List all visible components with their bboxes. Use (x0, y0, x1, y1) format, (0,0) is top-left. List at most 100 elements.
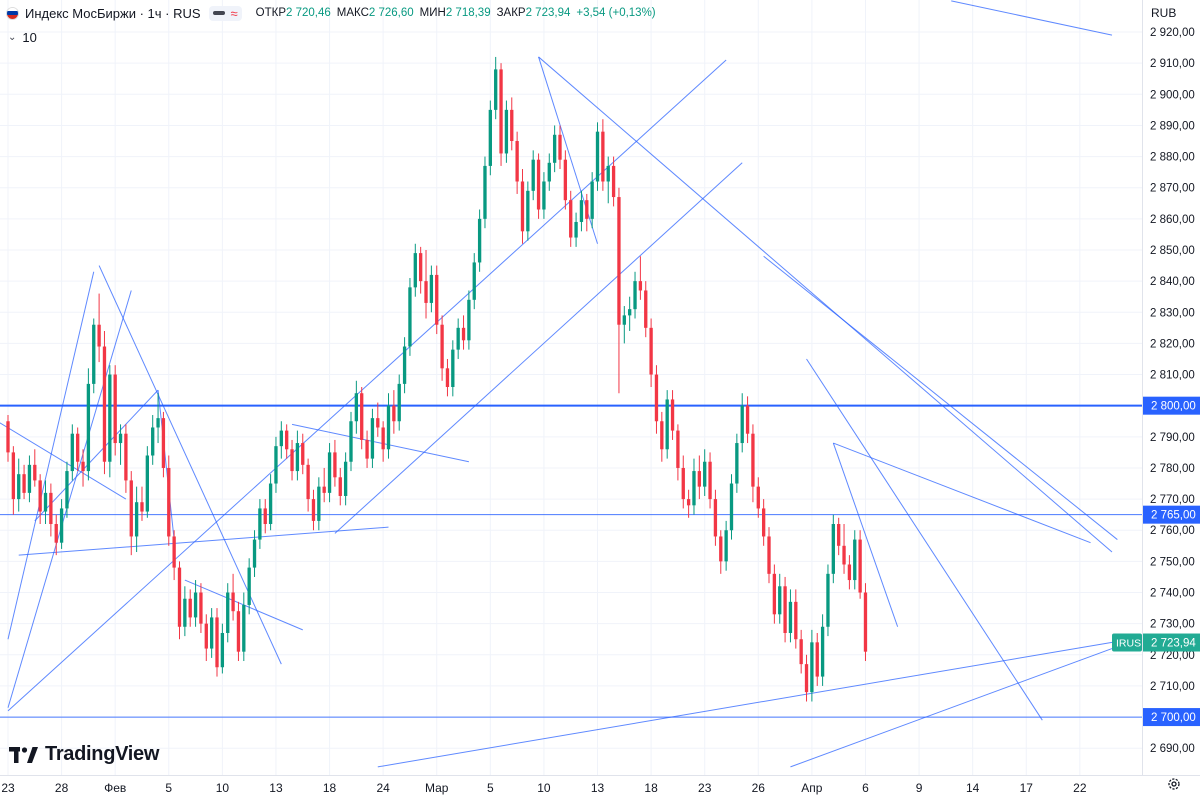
candle-up[interactable] (633, 271, 637, 319)
trendline[interactable] (538, 56, 1113, 553)
candle-down[interactable] (520, 169, 525, 244)
trendline[interactable] (18, 526, 389, 556)
candle-up[interactable] (740, 393, 744, 453)
candle-down[interactable] (365, 430, 369, 468)
candle-up[interactable] (226, 583, 230, 643)
candle-down[interactable] (38, 474, 42, 525)
trendline[interactable] (7, 271, 95, 640)
candle-down[interactable] (177, 561, 182, 640)
candle-up[interactable] (483, 156, 487, 229)
candle-up[interactable] (65, 461, 69, 518)
trendline[interactable] (157, 390, 175, 540)
trendline[interactable] (34, 389, 159, 522)
candle-down[interactable] (772, 564, 777, 624)
candle-up[interactable] (43, 480, 48, 525)
candle-down[interactable] (306, 458, 310, 512)
candle-up[interactable] (477, 209, 482, 272)
candle-down[interactable] (199, 583, 203, 633)
candle-down[interactable] (858, 530, 862, 599)
candle-down[interactable] (686, 489, 691, 518)
candle-up[interactable] (258, 499, 262, 549)
chevron-down-icon[interactable]: ⌄ (8, 32, 17, 43)
trendline[interactable] (951, 0, 1113, 36)
candle-down[interactable] (376, 402, 380, 437)
candle-up[interactable] (349, 411, 353, 472)
candle-down[interactable] (236, 601, 241, 662)
trendlines[interactable] (0, 0, 1118, 768)
candle-down[interactable] (654, 365, 659, 434)
candle-up[interactable] (703, 449, 707, 496)
candle-up[interactable] (665, 390, 669, 459)
candle-down[interactable] (804, 654, 809, 702)
candle-down[interactable] (617, 187, 621, 394)
candle-up[interactable] (183, 586, 187, 637)
candle-up[interactable] (386, 393, 391, 459)
trendline[interactable] (538, 56, 598, 244)
candle-down[interactable] (231, 573, 235, 621)
candle-down[interactable] (124, 424, 128, 493)
candle-down[interactable] (767, 527, 771, 584)
candle-down[interactable] (794, 589, 798, 649)
legend-buttons[interactable]: ≈ (208, 5, 242, 21)
candle-up[interactable] (606, 156, 610, 204)
candle-down[interactable] (113, 365, 117, 456)
candle-down[interactable] (611, 156, 616, 207)
trendline[interactable] (790, 648, 1113, 768)
candle-up[interactable] (826, 564, 830, 637)
horizontal-levels[interactable] (0, 404, 1142, 718)
candle-up[interactable] (17, 458, 21, 512)
candle-down[interactable] (167, 455, 171, 546)
candle-up[interactable] (274, 436, 278, 493)
candle-up[interactable] (778, 573, 782, 624)
tradingview-watermark[interactable]: TradingView (9, 743, 159, 766)
candle-up[interactable] (622, 306, 626, 344)
candle-up[interactable] (279, 421, 283, 459)
candle-down[interactable] (842, 524, 846, 574)
candle-down[interactable] (799, 629, 803, 674)
candle-down[interactable] (847, 555, 852, 590)
candle-up[interactable] (595, 122, 600, 191)
candle-up[interactable] (526, 181, 530, 241)
symbol-title[interactable]: Индекс МосБиржи · 1ч · RUS (25, 5, 201, 21)
candle-up[interactable] (151, 415, 155, 465)
candle-down[interactable] (644, 281, 648, 338)
candle-down[interactable] (161, 411, 166, 478)
approx-wave-icon[interactable]: ≈ (230, 5, 238, 21)
candle-down[interactable] (751, 424, 755, 503)
candle-down[interactable] (97, 293, 101, 363)
candle-up[interactable] (451, 340, 455, 397)
candle-down[interactable] (558, 125, 562, 170)
candle-up[interactable] (531, 150, 535, 201)
candle-up[interactable] (118, 424, 123, 465)
trendline[interactable] (0, 421, 127, 500)
candle-down[interactable] (536, 153, 541, 219)
candle-down[interactable] (392, 390, 396, 434)
candle-down[interactable] (719, 530, 723, 574)
candle-down[interactable] (311, 489, 316, 531)
candle-down[interactable] (499, 63, 503, 166)
candle-down[interactable] (129, 471, 133, 556)
candle-down[interactable] (783, 576, 787, 643)
candle-down[interactable] (285, 424, 289, 459)
trendline[interactable] (334, 162, 743, 534)
candle-up[interactable] (494, 56, 498, 120)
currency-label[interactable]: RUB (1151, 6, 1177, 20)
time-axis[interactable]: 23 28 Фев 5 10 13 18 24 Мар 5 10 13 18 23 26 Апр 6 9 14 17 2… (1, 781, 1087, 795)
candle-down[interactable] (649, 318, 653, 387)
trendline[interactable] (7, 59, 727, 712)
candle-down[interactable] (445, 358, 450, 397)
candle-up[interactable] (724, 520, 728, 571)
candle-down[interactable] (815, 632, 819, 686)
candle-up[interactable] (504, 100, 509, 163)
trendline[interactable] (832, 442, 899, 627)
candle-up[interactable] (156, 393, 160, 444)
candle-down[interactable] (338, 467, 342, 506)
candle-up[interactable] (552, 125, 557, 173)
candle-down[interactable] (708, 452, 712, 509)
candle-up[interactable] (574, 212, 578, 247)
candle-down[interactable] (756, 477, 760, 518)
candle-up[interactable] (628, 296, 632, 331)
candle-down[interactable] (22, 464, 26, 500)
candle-up[interactable] (295, 430, 300, 481)
